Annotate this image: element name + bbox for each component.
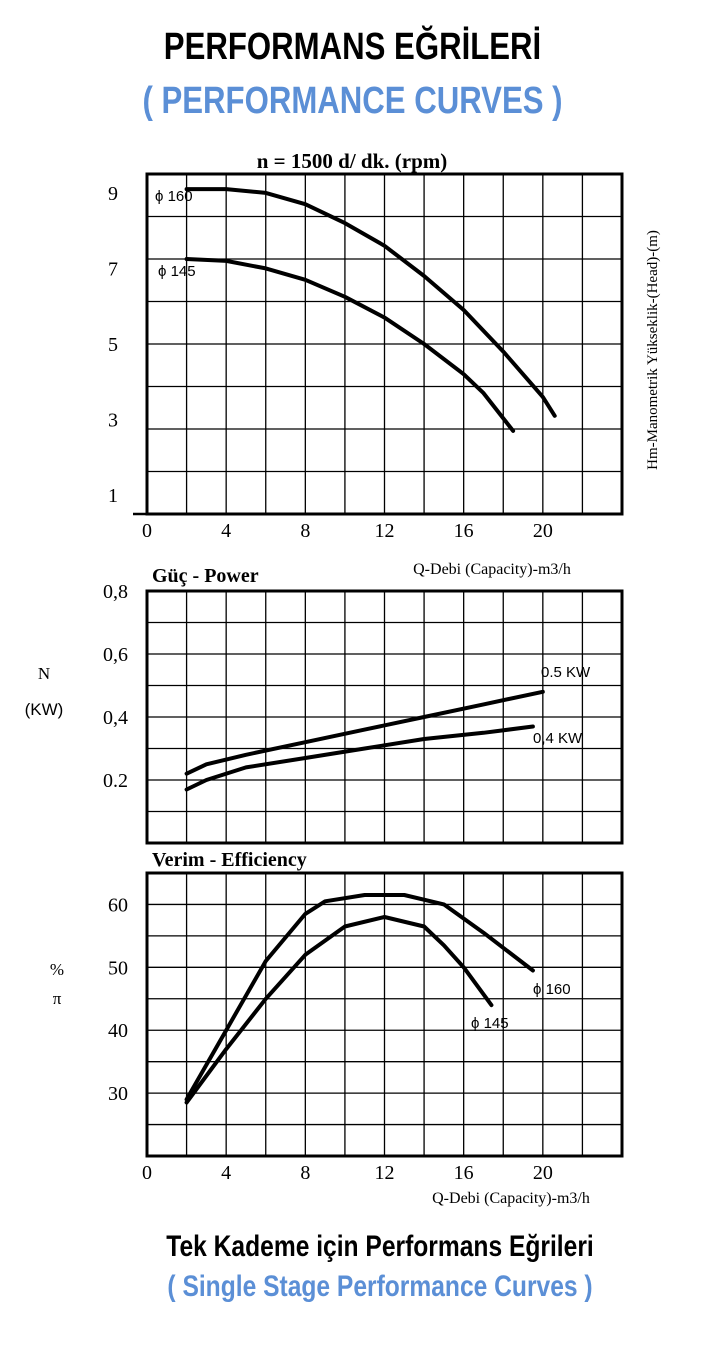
y-axis-label: π: [53, 989, 62, 1008]
y-tick-label: 30: [108, 1083, 128, 1105]
x-tick-label: 12: [375, 1162, 395, 1184]
chart-title: n = 1500 d/ dk. (rpm): [257, 149, 448, 173]
series-line: [184, 893, 535, 1102]
series-label: ϕ 145: [471, 1015, 509, 1032]
x-tick-label: 20: [533, 1162, 553, 1184]
y-tick-label: 9: [108, 183, 118, 205]
y-tick-label: 7: [108, 258, 118, 280]
y-tick-label: 0,4: [103, 707, 128, 729]
page-subtitle: ( PERFORMANCE CURVES ): [142, 80, 563, 122]
series-label: 0.5 KW: [541, 664, 591, 681]
series-line: [184, 724, 535, 792]
x-tick-label: 16: [454, 520, 474, 542]
page-title: PERFORMANS EĞRİLERİ: [163, 26, 542, 68]
x-tick-label: 0: [142, 1162, 152, 1184]
series-label: 0,4 KW: [533, 730, 583, 747]
chart-panel-1: [133, 172, 624, 516]
series-line: [184, 689, 545, 776]
footer-title: Tek Kademe için Performans Eğrileri: [166, 1230, 594, 1263]
chart-panel-3: [145, 871, 624, 1158]
y-tick-label: 5: [108, 334, 118, 356]
plot-frame: [145, 871, 624, 1158]
x-axis-label: Q-Debi (Capacity)-m3/h: [413, 561, 571, 578]
x-tick-label: 8: [300, 1162, 310, 1184]
x-tick-label: 8: [300, 520, 310, 542]
x-tick-label: 0: [142, 520, 152, 542]
chart-panel-2: [145, 589, 624, 845]
y-axis-label: Hm-Manometrik Yükseklik-(Head)-(m): [645, 230, 661, 470]
footer-subtitle: ( Single Stage Performance Curves ): [167, 1270, 593, 1303]
series-line: [184, 915, 494, 1105]
chart-title: Verim - Efficiency: [152, 849, 307, 871]
x-tick-label: 16: [454, 1162, 474, 1184]
x-tick-label: 4: [221, 520, 231, 542]
y-tick-label: 50: [108, 957, 128, 979]
y-tick-label: 60: [108, 894, 128, 916]
series-label: ϕ 160: [533, 981, 571, 998]
x-tick-label: 12: [375, 520, 395, 542]
y-axis-label: %: [50, 960, 64, 979]
y-axis-label: (KW): [25, 700, 64, 719]
x-tick-label: 20: [533, 520, 553, 542]
series-label: ϕ 160: [155, 188, 193, 205]
x-axis-label: Q-Debi (Capacity)-m3/h: [432, 1190, 590, 1207]
x-tick-label: 4: [221, 1162, 231, 1184]
y-tick-label: 3: [108, 410, 118, 432]
chart-title: Güç - Power: [152, 565, 259, 587]
series-line: [184, 257, 516, 433]
y-tick-label: 40: [108, 1020, 128, 1042]
series-label: ϕ 145: [158, 263, 196, 280]
plot-frame: [145, 589, 624, 845]
y-tick-label: 0,6: [103, 644, 128, 666]
plot-frame: [145, 172, 624, 516]
y-axis-label: N: [38, 664, 50, 683]
y-tick-label: 1: [108, 485, 118, 507]
y-tick-label: 0.2: [103, 770, 128, 792]
series-line: [184, 187, 557, 418]
y-tick-label: 0,8: [103, 581, 128, 603]
